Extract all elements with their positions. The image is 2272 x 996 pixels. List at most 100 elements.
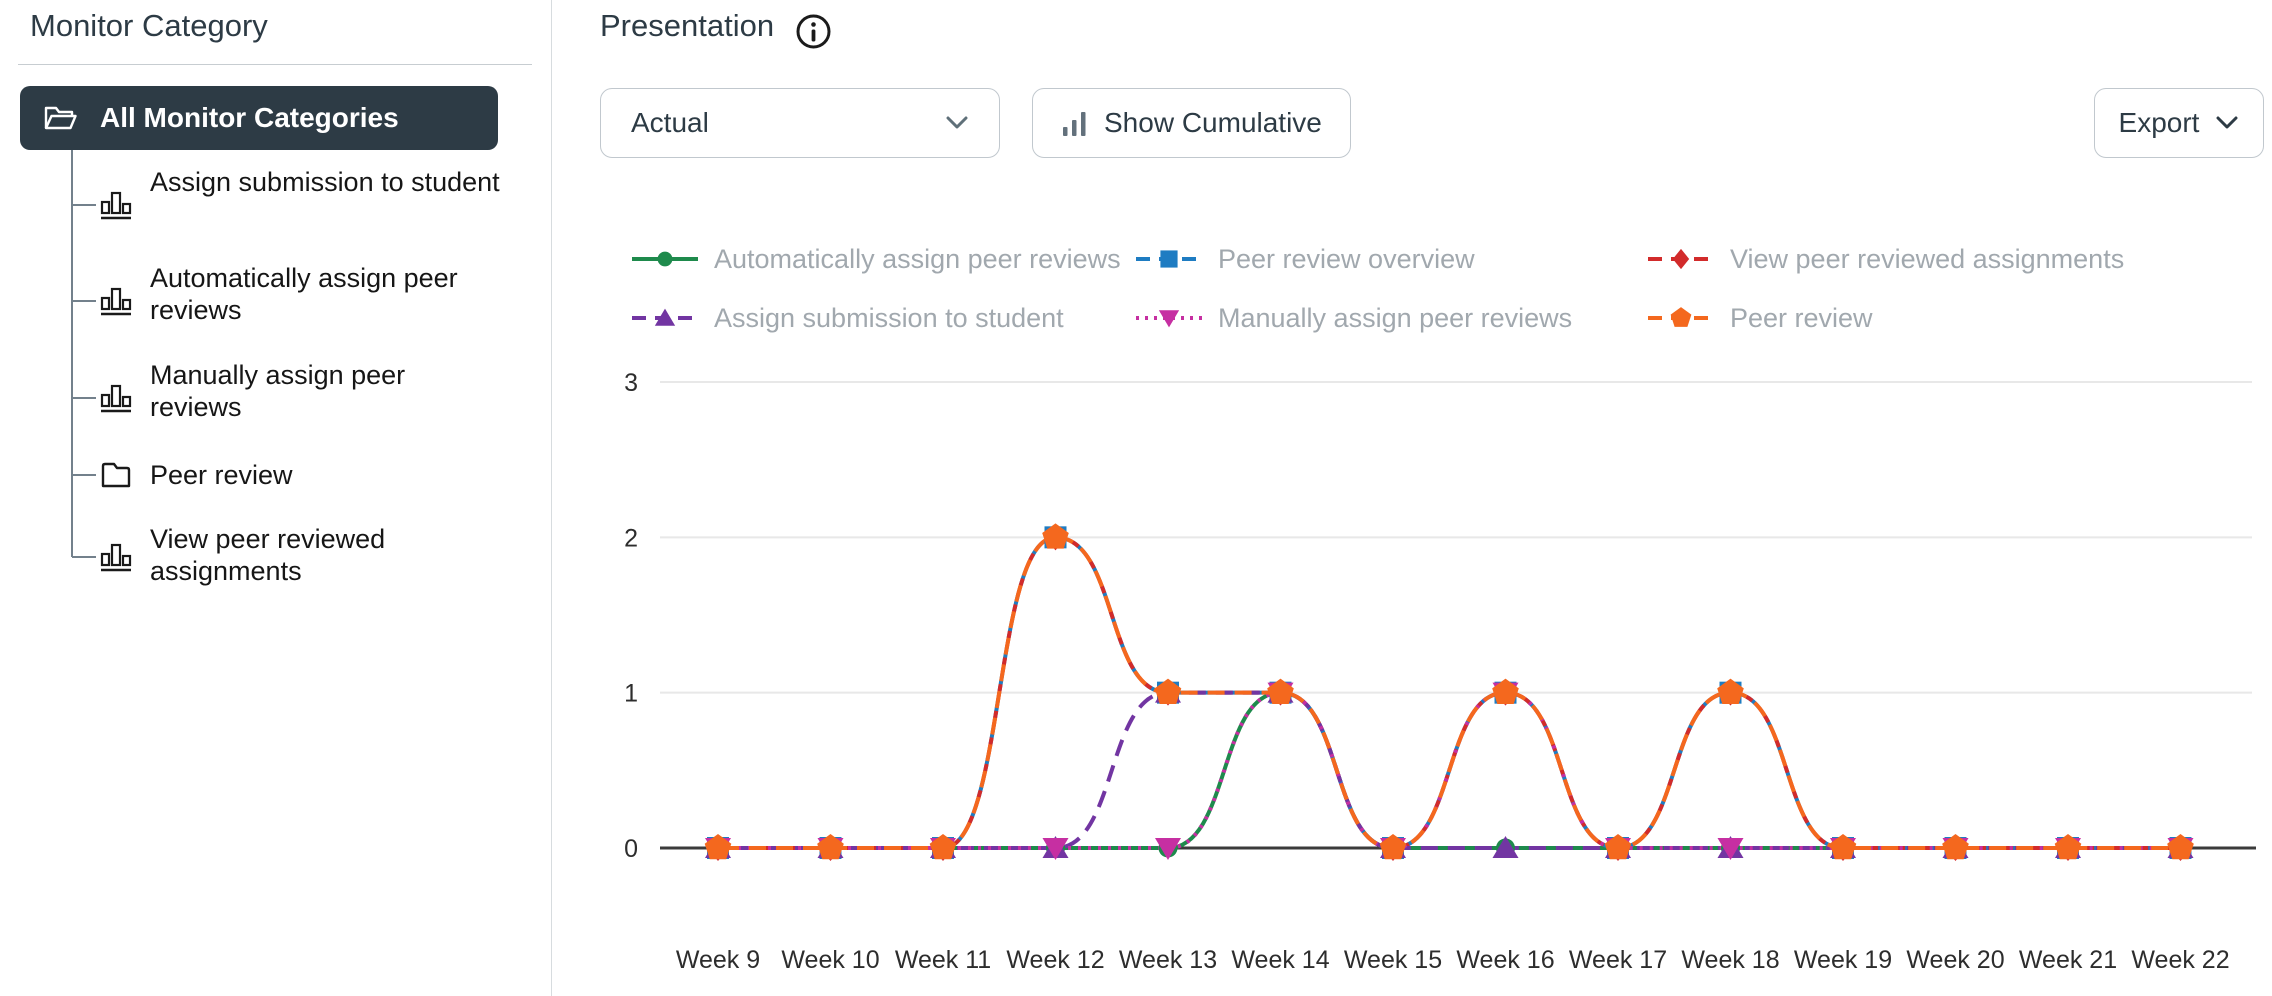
series-marker-pentagon: [1154, 678, 1182, 704]
sidebar-divider: [18, 64, 532, 65]
series-line-manually-assign-peer-reviews: [718, 690, 2181, 851]
sidebar-item-manually-assign-peer-reviews[interactable]: Manually assign peer reviews: [150, 360, 406, 422]
x-axis-tick-label: Week 19: [1794, 946, 1892, 974]
legend-label: Manually assign peer reviews: [1218, 302, 1573, 333]
series-marker-pentagon: [2054, 834, 2082, 860]
y-axis-tick-label: 2: [624, 524, 638, 552]
selected-category-label: All Monitor Categories: [100, 102, 399, 133]
series-marker-triangle-down: [1158, 310, 1180, 328]
x-axis-tick-label: Week 17: [1569, 946, 1667, 974]
export-button[interactable]: Export: [2094, 88, 2264, 158]
series-marker-pentagon: [1042, 523, 1069, 549]
x-axis-tick-label: Week 12: [1006, 946, 1104, 974]
legend-label: View peer reviewed assignments: [1730, 243, 2125, 274]
data-point-peer-review: [1042, 523, 1069, 549]
x-axis-tick-label: Week 9: [676, 946, 760, 974]
tree-connector-line: [71, 150, 73, 557]
data-point-peer-review: [1604, 834, 1632, 860]
legend-item-view-peer-reviewed-assignments[interactable]: View peer reviewed assignments: [1646, 242, 2124, 276]
bar-chart-icon: [100, 287, 132, 316]
legend-item-assign-submission-to-student[interactable]: Assign submission to student: [630, 301, 1064, 335]
folder-icon: [101, 462, 131, 488]
series-marker-pentagon: [1829, 834, 1857, 860]
series-marker-pentagon: [1604, 834, 1632, 860]
series-marker-circle: [657, 251, 673, 267]
sidebar-item-view-peer-reviewed-assignments[interactable]: View peer reviewed assignments: [150, 524, 386, 586]
tree-connector-tick: [72, 300, 96, 302]
series-marker-pentagon: [704, 834, 732, 860]
data-point-assign-submission-to-student: [1492, 836, 1519, 858]
data-point-manually-assign-peer-reviews: [1717, 838, 1744, 860]
series-marker-pentagon: [1267, 678, 1294, 704]
series-marker-triangle-up: [1492, 836, 1519, 858]
legend-swatch: [632, 251, 698, 267]
series-marker-diamond: [1672, 248, 1690, 270]
data-point-peer-review: [1267, 678, 1294, 704]
tree-connector-tick: [72, 556, 96, 558]
series-marker-triangle-up: [654, 308, 676, 326]
series-marker-pentagon: [1379, 834, 1407, 860]
x-axis-tick-label: Week 20: [1906, 946, 2004, 974]
x-axis-tick-label: Week 13: [1119, 946, 1217, 974]
x-axis-tick-label: Week 15: [1344, 946, 1442, 974]
bar-chart-icon: [100, 384, 132, 413]
sidebar-item-peer-review[interactable]: Peer review: [150, 460, 293, 490]
data-point-manually-assign-peer-reviews: [1155, 838, 1181, 860]
y-axis-tick-label: 0: [624, 835, 638, 863]
legend-item-manually-assign-peer-reviews[interactable]: Manually assign peer reviews: [1134, 301, 1572, 335]
x-axis-tick-label: Week 22: [2131, 946, 2229, 974]
data-point-peer-review: [1379, 834, 1407, 860]
data-point-peer-review: [1492, 678, 1519, 704]
show-cumulative-button[interactable]: Show Cumulative: [1032, 88, 1351, 158]
x-axis-tick-label: Week 16: [1456, 946, 1554, 974]
bar-chart-icon: [100, 543, 132, 572]
legend-item-peer-review-overview[interactable]: Peer review overview: [1134, 242, 1475, 276]
sidebar-item-assign-submission-to-student[interactable]: Assign submission to student: [150, 167, 500, 197]
presentation-select[interactable]: Actual: [600, 88, 1000, 158]
x-axis-tick-label: Week 10: [781, 946, 879, 974]
show-cumulative-label: Show Cumulative: [1104, 107, 1322, 138]
series-marker-triangle-down: [1042, 838, 1069, 860]
tree-connector-tick: [72, 204, 96, 206]
legend-swatch: [632, 308, 698, 326]
series-marker-pentagon: [1670, 307, 1692, 327]
page-title: Presentation: [600, 8, 775, 43]
series-marker-triangle-down: [1717, 838, 1744, 860]
legend-swatch: [1136, 250, 1202, 268]
chevron-down-icon: [2216, 116, 2238, 129]
sidebar-item-all-monitor-categories[interactable]: All Monitor Categories: [20, 86, 498, 150]
x-axis-tick-label: Week 18: [1681, 946, 1779, 974]
bar-chart-icon: [100, 191, 132, 220]
data-point-peer-review: [2054, 834, 2082, 860]
legend-item-peer-review[interactable]: Peer review: [1646, 301, 1873, 335]
data-point-peer-review: [1829, 834, 1857, 860]
line-chart: 3 2 1 0 Week 9 Week 10 Week 11 Week 12 Week 13 We…: [624, 369, 2256, 974]
presentation-select-value: Actual: [631, 107, 709, 138]
series-line-peer-review: [718, 535, 2181, 851]
folder-open-icon: [44, 106, 77, 130]
data-point-peer-review: [929, 834, 957, 860]
legend-label: Assign submission to student: [714, 302, 1064, 333]
legend-swatch: [1648, 307, 1714, 327]
legend-label: Peer review: [1730, 302, 1873, 333]
x-axis-tick-label: Week 11: [895, 946, 991, 974]
x-axis-tick-label: Week 14: [1231, 946, 1329, 974]
sidebar-item-automatically-assign-peer-reviews[interactable]: Automatically assign peer reviews: [150, 263, 458, 325]
series-marker-pentagon: [1492, 678, 1519, 704]
export-label: Export: [2118, 107, 2200, 138]
series-marker-square: [1160, 250, 1178, 268]
series-marker-pentagon: [929, 834, 957, 860]
legend-swatch: [1648, 248, 1714, 270]
tree-connector-tick: [72, 397, 96, 399]
series-marker-pentagon: [2167, 834, 2194, 860]
tree-connector-tick: [72, 474, 96, 476]
y-axis-tick-label: 3: [624, 369, 638, 397]
data-point-peer-review: [2167, 834, 2194, 860]
data-point-peer-review: [1717, 678, 1744, 704]
bar-chart-icon: [1063, 111, 1086, 136]
chevron-down-icon: [946, 116, 968, 129]
data-point-peer-review: [817, 834, 844, 860]
legend-item-automatically-assign-peer-reviews[interactable]: Automatically assign peer reviews: [630, 242, 1121, 276]
sidebar-title: Monitor Category: [30, 8, 268, 43]
info-icon[interactable]: [795, 13, 832, 50]
